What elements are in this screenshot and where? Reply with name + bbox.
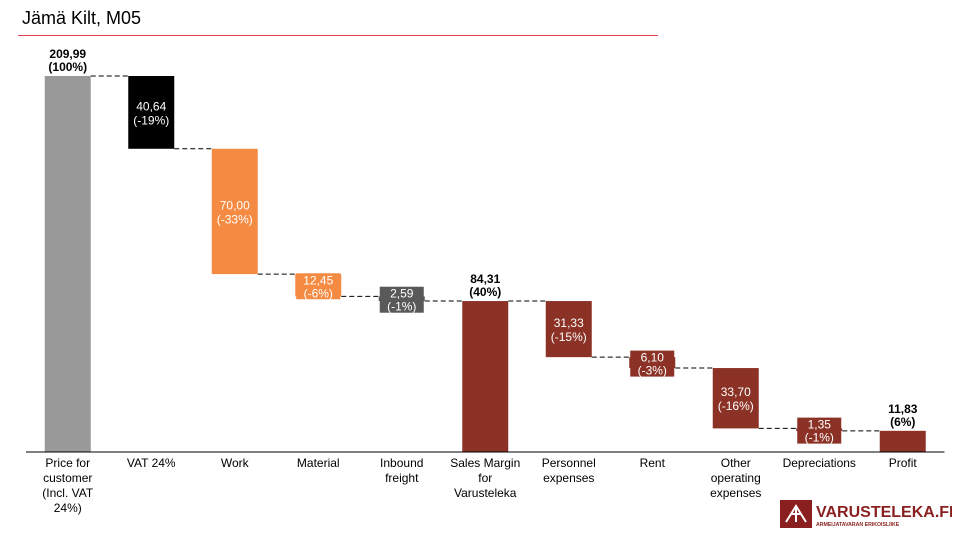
percent-label: (-3%) [638, 364, 667, 378]
bar [712, 368, 759, 429]
category-label: Rent [640, 456, 666, 470]
value-label-bg [379, 286, 424, 313]
percent-label: (-6%) [304, 286, 333, 300]
value-label: 6,10 [641, 351, 665, 365]
bar [44, 76, 91, 452]
value-label: 209,99 [49, 47, 86, 61]
category-label: Personnel expenses [542, 456, 596, 485]
logo-text: VARUSTELEKA.FI [816, 504, 952, 521]
value-label: 70,00 [220, 198, 250, 212]
bar [128, 76, 175, 149]
category-label: Price for customer (Incl. VAT 24%) [42, 456, 94, 515]
varusteleka-logo: VARUSTELEKA.FI ARMEIJATAVARAN ERIKOISLII… [780, 500, 952, 528]
bar [462, 301, 509, 452]
percent-label: (40%) [469, 285, 501, 299]
value-label-bg [296, 273, 341, 300]
value-label: 11,83 [888, 402, 918, 416]
percent-label: (-16%) [718, 399, 754, 413]
value-label: 84,31 [470, 272, 500, 286]
percent-label: (-19%) [133, 113, 169, 127]
percent-label: (-1%) [387, 300, 416, 314]
category-label: VAT 24% [127, 456, 176, 470]
value-label: 40,64 [136, 99, 166, 113]
percent-label: (-33%) [217, 212, 253, 226]
value-label: 33,70 [721, 385, 751, 399]
percent-label: (-15%) [551, 330, 587, 344]
category-label: Other operating expenses [710, 456, 761, 500]
percent-label: (-1%) [805, 431, 834, 445]
category-label: Profit [889, 456, 918, 470]
category-label: Work [221, 456, 250, 470]
value-label: 12,45 [303, 273, 333, 287]
value-label-bg [797, 417, 842, 444]
value-label-bg [630, 350, 675, 377]
category-label: Depreciations [783, 456, 856, 470]
percent-label: (6%) [890, 415, 915, 429]
value-label: 31,33 [554, 316, 584, 330]
category-label: Sales Margin for Varusteleka [450, 456, 520, 500]
bar [545, 301, 592, 358]
page-title: Jämä Kilt, M05 [22, 8, 142, 28]
category-label: Material [297, 456, 340, 470]
value-label: 2,59 [390, 287, 414, 301]
title-divider [18, 35, 658, 36]
value-label: 1,35 [808, 418, 832, 432]
bar [211, 148, 258, 275]
percent-label: (100%) [48, 60, 87, 74]
category-label: Inbound freight [380, 456, 423, 485]
logo-tagline: ARMEIJATAVARAN ERIKOISLIIKE [816, 522, 900, 528]
bar [879, 430, 926, 452]
